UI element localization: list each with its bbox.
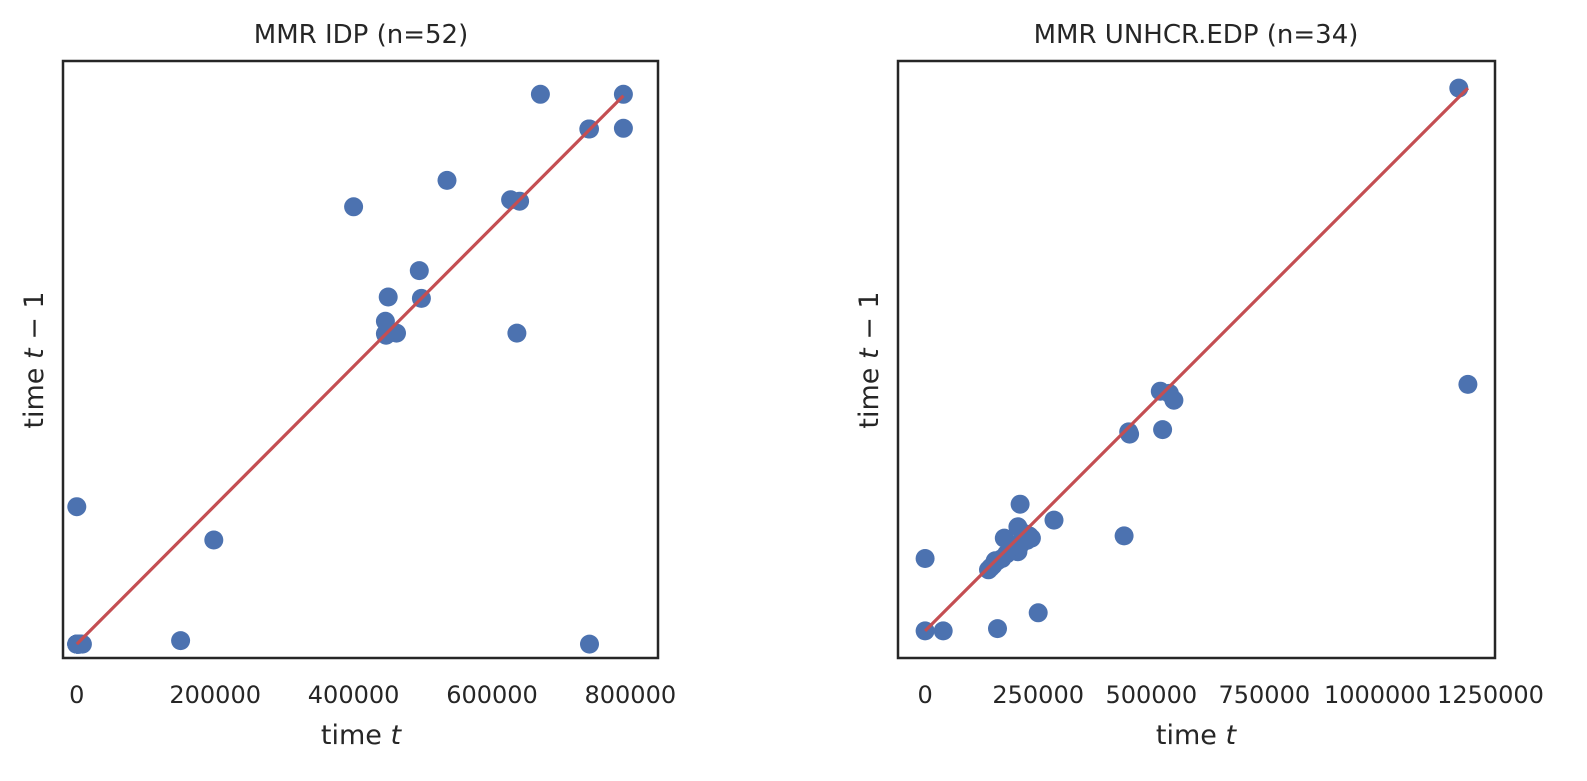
data-point — [1449, 78, 1469, 98]
x-tick-label: 0 — [917, 681, 932, 709]
x-tick-label: 200000 — [169, 681, 261, 709]
data-point — [1153, 420, 1173, 440]
y-axis-label: time t − 1 — [854, 291, 885, 428]
x-axis-label-prefix: time — [1156, 720, 1226, 751]
y-axis-label-var: t — [19, 347, 50, 359]
data-point — [204, 530, 224, 550]
data-point — [437, 170, 457, 190]
plot-area: 0 250000 500000 750000 1000000 1250000 — [896, 59, 1544, 709]
data-point — [1028, 603, 1048, 623]
plot-area: 0 200000 400000 600000 800000 — [61, 59, 676, 709]
fit-line — [75, 94, 625, 646]
x-tick-label: 400000 — [308, 681, 400, 709]
data-point — [409, 261, 429, 281]
x-axis-label-var: t — [391, 720, 403, 751]
y-axis-label-suffix: − 1 — [854, 291, 885, 348]
y-axis-label-prefix: time — [19, 359, 50, 429]
subplot-mmr-unhcr-edp: MMR UNHCR.EDP (n=34) 0 250000 500000 750000… — [854, 20, 1544, 751]
x-axis-label: time t — [321, 720, 403, 751]
y-axis-label-prefix: time — [854, 359, 885, 429]
data-point — [1114, 526, 1134, 546]
data-point — [67, 497, 87, 517]
data-point — [1164, 390, 1184, 410]
x-axis-label: time t — [1156, 720, 1238, 751]
fit-line — [923, 86, 1470, 633]
data-point — [988, 619, 1007, 639]
data-point — [988, 551, 1007, 571]
x-tick-label: 250000 — [992, 681, 1084, 709]
data-point — [613, 118, 633, 138]
x-tick-label: 500000 — [1105, 681, 1197, 709]
chart-title: MMR IDP (n=52) — [254, 20, 468, 50]
data-point — [580, 634, 599, 654]
data-point — [1010, 494, 1030, 514]
x-tick-label: 800000 — [584, 681, 676, 709]
data-point — [1458, 374, 1478, 394]
x-tick-label: 0 — [69, 681, 84, 709]
data-point — [530, 84, 550, 104]
y-axis-label-suffix: − 1 — [19, 291, 50, 348]
x-tick-label: 1250000 — [1437, 681, 1544, 709]
data-point — [507, 323, 527, 343]
data-point — [915, 549, 935, 568]
x-tick-label: 1000000 — [1324, 681, 1431, 709]
x-tick-label: 750000 — [1218, 681, 1310, 709]
data-point — [933, 621, 953, 641]
axes-frame — [61, 59, 660, 660]
x-tick-label: 600000 — [446, 681, 538, 709]
x-axis-label-prefix: time — [321, 720, 391, 751]
data-point — [378, 287, 398, 307]
chart-title: MMR UNHCR.EDP (n=34) — [1034, 20, 1359, 50]
data-point — [344, 197, 364, 217]
data-point — [1001, 537, 1021, 557]
data-point — [1044, 510, 1064, 530]
data-point — [72, 634, 92, 654]
subplot-mmr-idp: MMR IDP (n=52) 0 200000 400000 600000 800000… — [19, 20, 676, 751]
data-point — [171, 631, 191, 651]
axes-frame — [896, 59, 1497, 660]
y-axis-label: time t − 1 — [19, 291, 50, 428]
x-axis-label-var: t — [1226, 720, 1238, 751]
y-axis-label-var: t — [854, 347, 885, 359]
